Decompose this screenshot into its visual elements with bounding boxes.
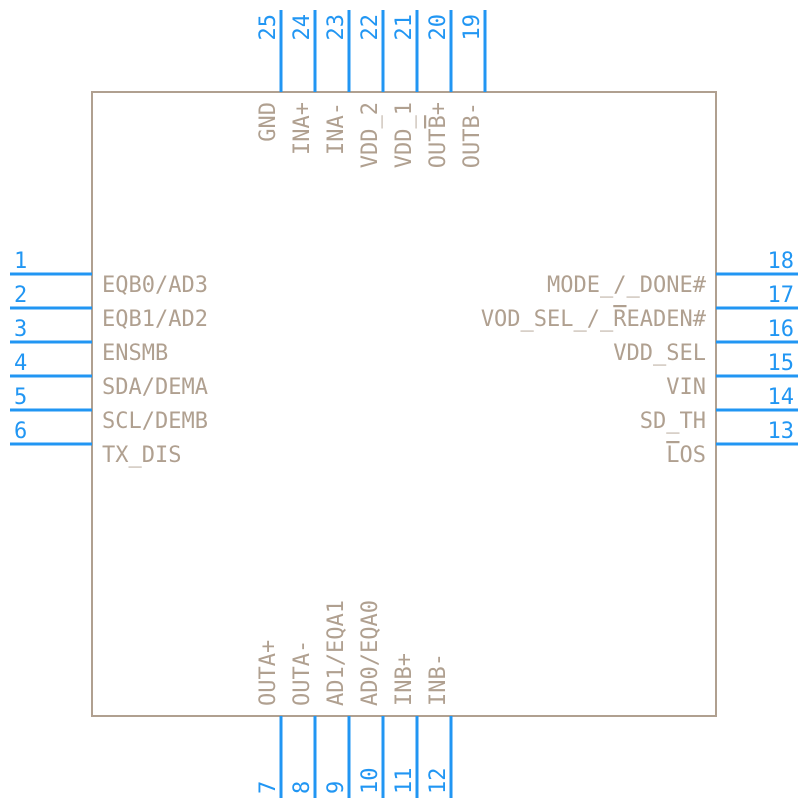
pin-number: 9	[324, 781, 349, 794]
pin-label: INA-	[324, 102, 349, 155]
pin-number: 13	[768, 419, 795, 444]
pin-number: 8	[290, 781, 315, 794]
pin-number: 24	[290, 14, 315, 41]
pin-label: SD_TH	[640, 409, 706, 434]
pin-label: OUTB-	[460, 102, 485, 168]
pin-label: AD0/EQA0	[358, 600, 383, 706]
pin-number: 14	[768, 385, 795, 410]
ic-pinout-diagram: 1 EQB0/AD3 2 EQB1/AD2 3 ENSMB 4 SDA/DEMA 5 SCL/DE…	[0, 0, 808, 808]
pin-label: SDA/DEMA	[102, 375, 208, 400]
pin-number: 19	[460, 14, 485, 41]
pin-label: VDD_1	[392, 102, 417, 168]
pin-number: 17	[768, 283, 795, 308]
pin-number: 6	[14, 419, 27, 444]
pin-label: EQB1/AD2	[102, 307, 208, 332]
pin-number: 5	[14, 385, 27, 410]
pin-number: 15	[768, 351, 795, 376]
pin-number: 16	[768, 317, 795, 342]
pin-number: 2	[14, 283, 27, 308]
pin-number: 21	[392, 14, 417, 41]
pin-label: GND	[256, 102, 281, 142]
pin-label: LOS	[666, 443, 706, 468]
pin-label: MODE_/_DONE#	[547, 273, 707, 298]
pin-label: OUTA-	[290, 640, 315, 706]
pin-label: SCL/DEMB	[102, 409, 208, 434]
pin-number: 10	[358, 768, 383, 795]
pin-label: OUTB+	[426, 102, 451, 168]
pin-label: INB-	[426, 653, 451, 706]
pin-label: INA+	[290, 102, 315, 155]
pin-label: OUTA+	[256, 640, 281, 706]
pin-number: 1	[14, 249, 27, 274]
pin-label: VOD_SEL_/_READEN#	[481, 307, 707, 332]
pin-label: VDD_SEL	[613, 341, 706, 366]
pin-number: 23	[324, 14, 349, 41]
pin-number: 3	[14, 317, 27, 342]
pin-number: 12	[426, 768, 451, 795]
pin-label: VDD_2	[358, 102, 383, 168]
chip-body	[92, 92, 716, 716]
pin-label: AD1/EQA1	[324, 600, 349, 706]
pin-label: ENSMB	[102, 341, 168, 366]
pin-number: 4	[14, 351, 27, 376]
pin-number: 22	[358, 14, 383, 41]
pin-number: 25	[256, 14, 281, 41]
pin-number: 11	[392, 768, 417, 795]
pin-number: 7	[256, 781, 281, 794]
pin-label: TX_DIS	[102, 443, 181, 468]
pin-label: INB+	[392, 653, 417, 706]
pin-number: 18	[768, 249, 795, 274]
pin-number: 20	[426, 14, 451, 41]
pin-label: EQB0/AD3	[102, 273, 208, 298]
pin-label: VIN	[666, 375, 706, 400]
